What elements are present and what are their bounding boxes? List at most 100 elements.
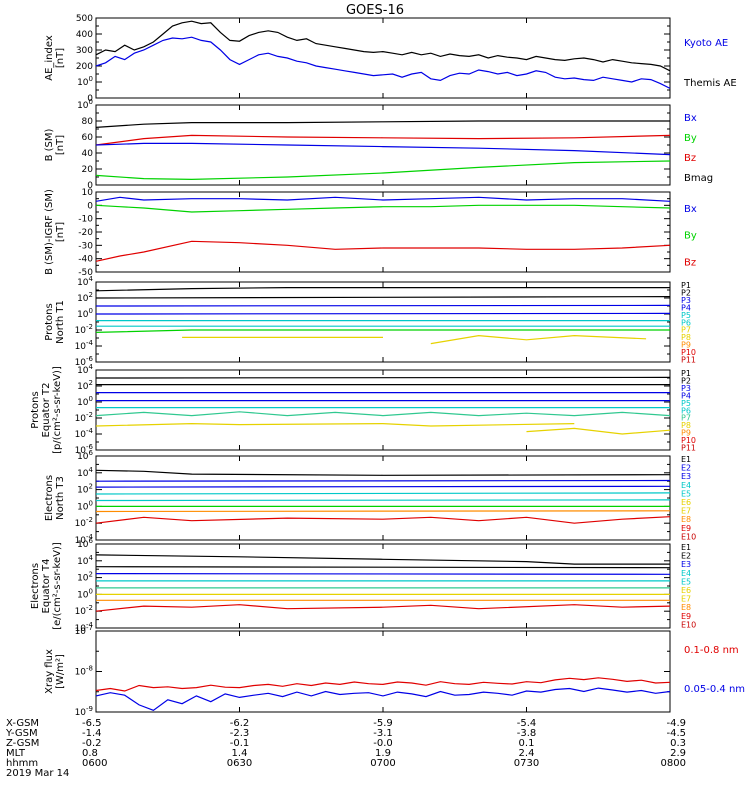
y-axis-label: Equator T4 bbox=[41, 559, 52, 614]
panel-frame bbox=[95, 191, 671, 273]
y-axis-label: Xray flux bbox=[44, 649, 55, 694]
y-tick-label: 104 bbox=[77, 466, 93, 479]
series-line bbox=[95, 296, 671, 299]
y-tick-label: 100 bbox=[77, 98, 93, 111]
axis-row-value: 0.1 bbox=[519, 738, 535, 749]
y-tick-label: 106 bbox=[77, 449, 93, 462]
y-axis-label: AE_index bbox=[44, 35, 55, 81]
y-tick-label: 200 bbox=[76, 62, 93, 72]
legend-entry: P6 bbox=[681, 318, 691, 327]
y-tick-label: 102 bbox=[77, 483, 93, 496]
axis-row-label: Z-GSM bbox=[6, 738, 39, 749]
y-tick-label: 10-6 bbox=[75, 355, 94, 368]
axis-row-value: -3.1 bbox=[373, 728, 393, 739]
y-tick-label: 106 bbox=[77, 537, 93, 550]
y-axis-label: [e/(cm²-s-sr-keV)] bbox=[52, 542, 63, 630]
axis-row-value: 0700 bbox=[370, 758, 395, 769]
y-tick-label: 102 bbox=[77, 291, 93, 304]
y-tick-label: 100 bbox=[77, 307, 93, 320]
panel-frame bbox=[95, 630, 671, 713]
legend-entry: E6 bbox=[681, 498, 691, 507]
panel-4: 10-6 10-4 10-2 100 102 104 Protons North T1 P1P2… bbox=[44, 275, 696, 368]
series-line bbox=[95, 516, 671, 524]
y-tick-label: 10-2 bbox=[75, 604, 93, 617]
y-axis-label: Electrons bbox=[44, 475, 55, 521]
y-axis-label: [p/(cm²-s-sr-keV)] bbox=[52, 366, 63, 454]
y-axis-label: B (SM)-IGRF (SM) bbox=[44, 189, 55, 275]
legend-entry: E1 bbox=[681, 455, 691, 464]
legend-entry: P9 bbox=[681, 429, 691, 438]
series-line bbox=[95, 485, 671, 488]
legend-entry: E9 bbox=[681, 524, 691, 533]
y-tick-label: 10-4 bbox=[75, 427, 94, 440]
y-tick-label: 10-2 bbox=[75, 411, 93, 424]
legend-entry: E9 bbox=[681, 612, 691, 621]
legend-entry: E8 bbox=[681, 603, 691, 612]
legend-entry: E4 bbox=[681, 569, 691, 578]
series-line bbox=[95, 479, 671, 482]
y-tick-label: 300 bbox=[76, 46, 93, 56]
legend-entry: E8 bbox=[681, 515, 691, 524]
y-tick-label: 0 bbox=[87, 201, 93, 211]
legend-entry: Bmag bbox=[684, 173, 713, 184]
legend-entry: P11 bbox=[681, 356, 696, 365]
legend-entry: P1 bbox=[681, 281, 691, 290]
y-tick-label: 102 bbox=[77, 571, 93, 584]
legend-entry: E2 bbox=[681, 552, 691, 561]
panel-2: 0 20 40 60 80 100 B (SM) [nT] Bx By Bz Bmag bbox=[44, 98, 713, 191]
axis-row-value: 0.3 bbox=[670, 738, 686, 749]
axis-row-value: -0.0 bbox=[373, 738, 393, 749]
series-line bbox=[95, 604, 671, 612]
series-line bbox=[95, 499, 671, 502]
series-line bbox=[95, 20, 671, 72]
series-line bbox=[430, 334, 647, 345]
date-label: 2019 Mar 14 bbox=[6, 768, 69, 779]
axis-row-value: 0800 bbox=[661, 758, 686, 769]
axis-row-value: -4.5 bbox=[666, 728, 686, 739]
panel-frame bbox=[95, 455, 671, 541]
legend-entry: P6 bbox=[681, 406, 691, 415]
panel-7: 10-4 10-2 100 102 104 106 Electrons Equator T4[… bbox=[30, 537, 696, 634]
y-tick-label: 104 bbox=[77, 554, 93, 567]
axis-row-value: 1.9 bbox=[375, 748, 391, 759]
y-tick-label: 0 bbox=[87, 181, 93, 191]
legend-entry: Bz bbox=[684, 257, 696, 268]
series-line bbox=[95, 142, 671, 156]
legend-entry: P7 bbox=[681, 414, 691, 423]
legend-entry: P11 bbox=[681, 444, 696, 453]
y-axis-label: B (SM) bbox=[44, 128, 55, 161]
y-tick-label: 20 bbox=[82, 165, 94, 175]
series-line bbox=[95, 120, 670, 128]
y-tick-label: 80 bbox=[82, 117, 94, 127]
legend-entry: P3 bbox=[681, 384, 691, 393]
y-tick-label: -10 bbox=[78, 215, 93, 225]
legend-entry: E7 bbox=[681, 507, 691, 516]
y-tick-label: 0 bbox=[87, 94, 93, 104]
series-line bbox=[95, 492, 671, 495]
axis-row-value: -5.4 bbox=[517, 718, 537, 729]
y-tick-label: 104 bbox=[77, 363, 93, 376]
legend-entry: Bx bbox=[684, 204, 697, 215]
y-tick-label: 10 bbox=[82, 188, 94, 198]
y-tick-label: 400 bbox=[76, 30, 93, 40]
y-tick-label: 100 bbox=[77, 587, 93, 600]
axis-row-value: 0630 bbox=[227, 758, 252, 769]
legend-entry: P2 bbox=[681, 376, 691, 385]
axis-row-value: -0.2 bbox=[82, 738, 102, 749]
y-tick-label: 10-4 bbox=[75, 533, 94, 546]
axis-row-value: 0730 bbox=[514, 758, 539, 769]
axis-row-value: -6.5 bbox=[82, 718, 102, 729]
legend-entry: 0.05-0.4 nm bbox=[684, 684, 745, 695]
series-line bbox=[95, 160, 671, 181]
series-line bbox=[526, 427, 671, 435]
chart-title: GOES-16 bbox=[346, 3, 404, 18]
legend-entry: E4 bbox=[681, 481, 691, 490]
axis-row-value: -4.9 bbox=[666, 718, 686, 729]
axis-row-value: -1.4 bbox=[82, 728, 102, 739]
series-line bbox=[95, 677, 671, 692]
y-axis-label: North T3 bbox=[55, 476, 66, 520]
y-tick-label: 40 bbox=[82, 149, 94, 159]
legend-entry: P2 bbox=[681, 288, 691, 297]
y-tick-label: 10-4 bbox=[75, 621, 94, 634]
